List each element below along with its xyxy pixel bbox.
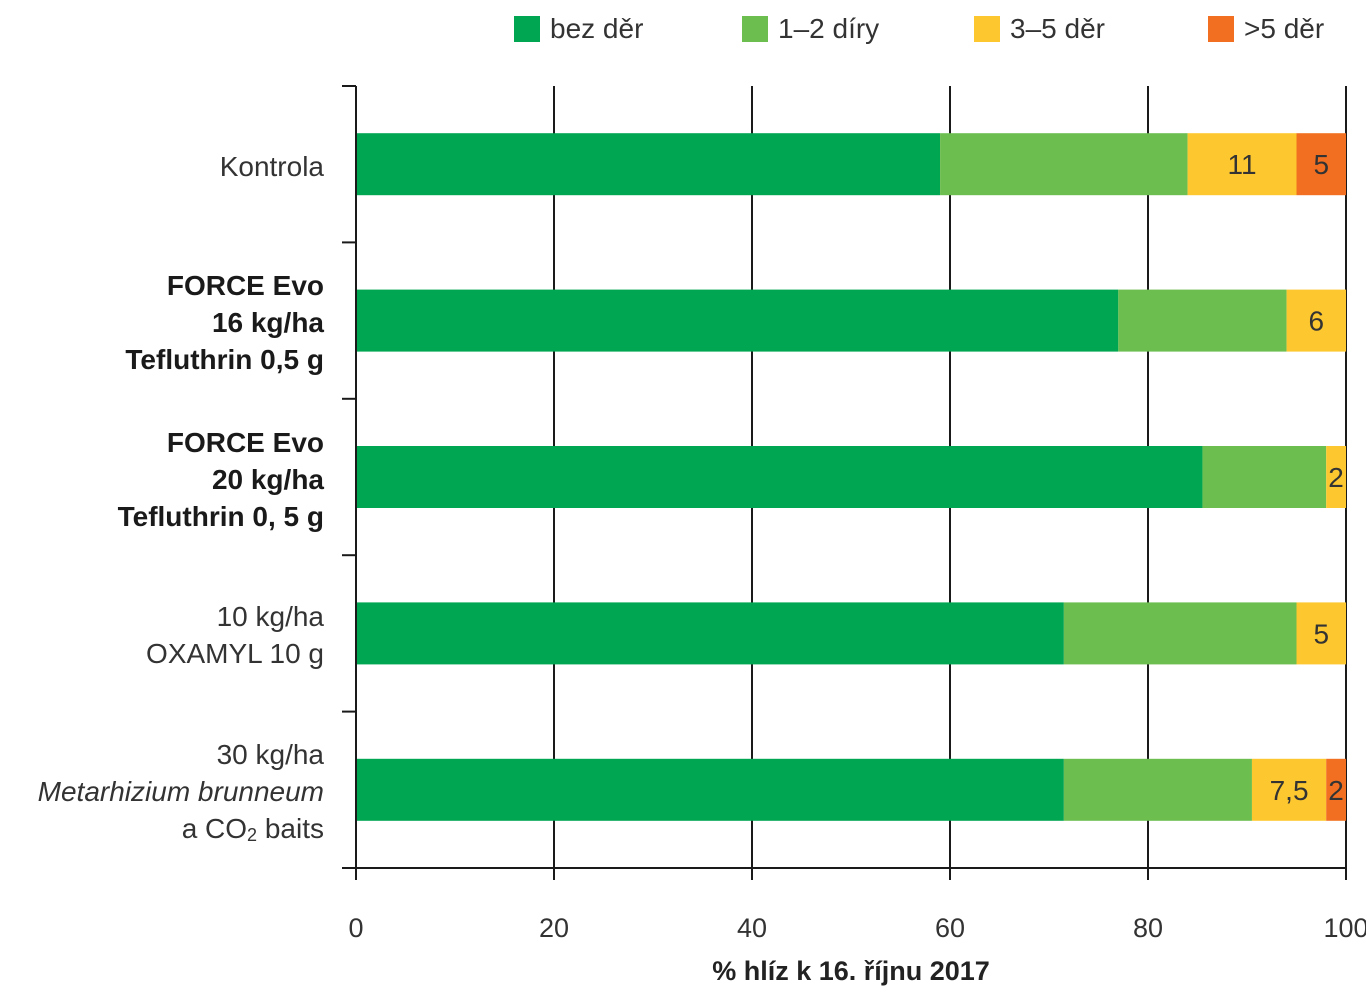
bar-value-label: 5 [1313,618,1329,649]
legend-swatch [1208,16,1234,42]
bar-segment [1326,446,1346,508]
category-label-text: a CO [181,813,248,845]
bar-value-label: 2 [1328,775,1344,806]
x-tick-label: 40 [737,913,767,943]
legend-swatch [514,16,540,42]
legend-label: 1–2 díry [778,13,880,44]
legend: bez děr 1–2 díry 3–5 děr >5 děr [0,8,1366,50]
bar-segment [940,133,1188,196]
category-label-text: baits [257,813,324,845]
bar-segment [1251,758,1327,821]
category-label-text: 20 kg/ha [211,463,324,495]
bar-segment [1202,446,1327,508]
x-tick-label: 100 [1323,913,1366,943]
bar-segment [1326,758,1346,821]
bars [356,133,1346,821]
category-label-text: 16 kg/ha [211,307,324,339]
category-label-text: Tefluthrin 0,5 g [125,344,324,376]
category-label: 10 kg/ha OXAMYL 10 g [146,598,324,672]
x-tick-label: 20 [539,913,569,943]
legend-item: 3–5 děr [974,8,1105,50]
category-label-text: 2 [247,825,258,846]
bar-value-label: 7,5 [1270,775,1309,806]
category-label-text: Metarhizium brunneum [37,776,324,808]
legend-swatch [974,16,1000,42]
bar-value-label: 2 [1328,462,1344,493]
category-label-text: OXAMYL 10 g [146,638,324,670]
legend-swatch [742,16,768,42]
bar-segment [1063,602,1297,665]
bar-segment [356,758,1064,821]
x-tick-labels: 0 20 40 60 80 100 [348,913,1366,943]
x-tick-label: 0 [348,913,363,943]
bar-segment [1118,289,1287,352]
bar-segment [1187,133,1297,196]
x-tick-label: 80 [1133,913,1163,943]
legend-item: 1–2 díry [742,8,879,50]
category-label: Kontrola [220,148,324,185]
bar-value-label: 5 [1313,149,1329,180]
legend-label: bez děr [550,13,644,44]
legend-label: >5 děr [1244,13,1325,44]
category-label-text: Kontrola [219,150,324,182]
bar-segment [1296,133,1346,196]
x-axis-label: % hlíz k 16. říjnu 2017 [712,956,990,986]
bar-value-label: 11 [1228,149,1257,180]
category-label-text: FORCE Evo [166,426,324,458]
category-label: FORCE Evo 20 kg/ha Tefluthrin 0, 5 g [118,424,324,535]
legend-item: bez děr [514,8,643,50]
bar-segment [356,289,1119,352]
bar-value-label: 6 [1309,306,1325,337]
category-label: FORCE Evo 16 kg/ha Tefluthrin 0,5 g [125,267,324,378]
bar-value-labels: 11 5 6 2 5 7,5 2 [1228,149,1344,806]
bar-segment [356,446,1203,508]
axes [342,85,1347,880]
bar-segment [1296,602,1346,665]
legend-item: >5 děr [1208,8,1324,50]
bar-segment [356,602,1064,665]
category-label-text: 10 kg/ha [216,601,324,633]
category-label-text: FORCE Evo [166,270,324,302]
category-label-text: 30 kg/ha [216,739,324,771]
category-label: 30 kg/ha Metarhizium brunneum a CO2 baits [38,736,324,854]
category-label-text: Tefluthrin 0, 5 g [117,500,324,532]
x-tick-label: 60 [935,913,965,943]
bar-segment [1286,289,1346,352]
bar-segment [356,133,941,196]
bar-segment [1063,758,1252,821]
legend-label: 3–5 děr [1010,13,1105,44]
